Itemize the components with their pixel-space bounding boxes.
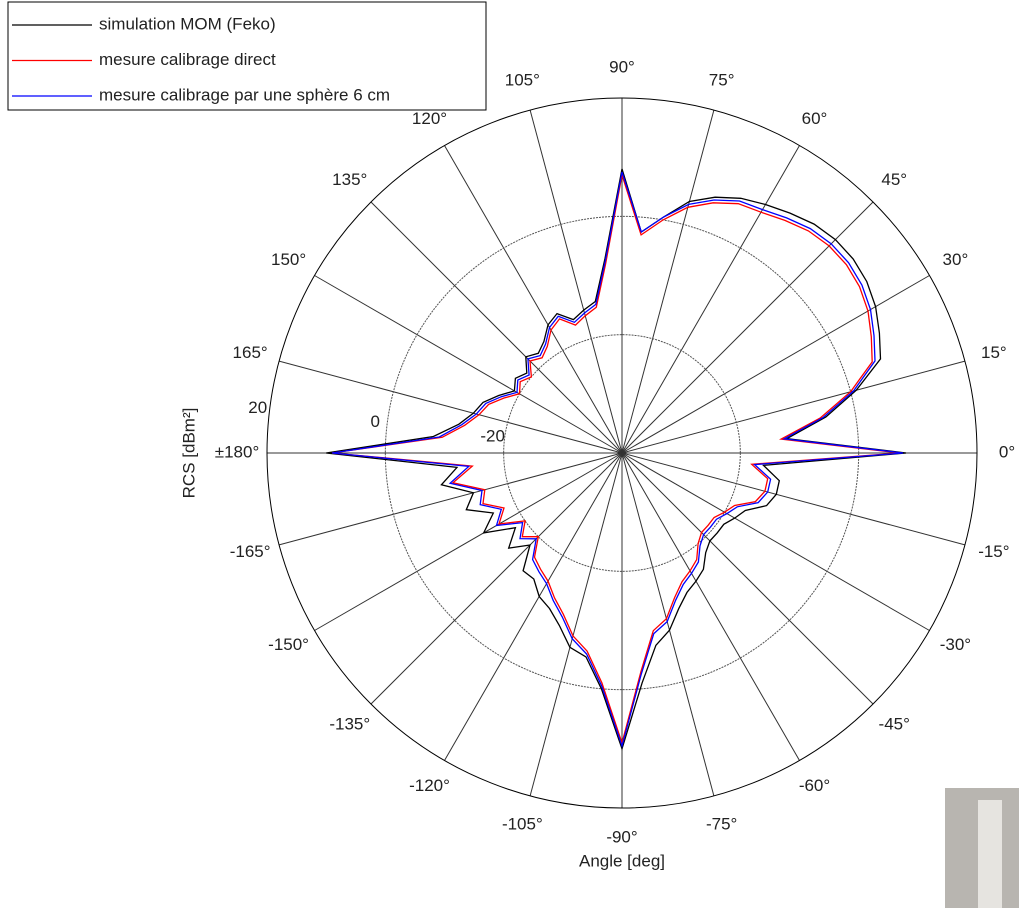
spoke [370,452,623,705]
spoke [314,275,623,454]
spoke [444,145,623,454]
spoke [621,452,874,705]
angle-label: -150° [268,635,309,654]
x-axis-label: Angle [deg] [579,851,665,870]
angle-label: 165° [233,343,268,362]
ring [266,97,978,809]
angle-label: -135° [329,715,370,734]
spoke [621,452,966,546]
spoke [370,201,623,454]
ring [384,215,860,691]
spoke [621,109,715,454]
angle-label: -120° [409,776,450,795]
angle-label: 120° [412,109,447,128]
spoke [621,452,715,797]
spoke [621,360,966,454]
plot-area [326,168,907,751]
spoke [621,452,930,631]
angle-label: -15° [978,542,1009,561]
angle-label: 60° [802,109,828,128]
angle-label: 45° [881,170,907,189]
angle-label: 75° [709,71,735,90]
spoke [529,452,623,797]
angle-label: 135° [332,170,367,189]
spoke [621,145,800,454]
angle-label: 0° [999,442,1015,461]
spoke [314,452,623,631]
legend-label: mesure calibrage par une sphère 6 cm [99,85,390,104]
angle-label: 105° [505,71,540,90]
angle-label: -75° [706,814,737,833]
spoke [621,275,930,454]
ring [503,334,741,572]
angle-label: 30° [943,250,969,269]
angle-label: -30° [940,635,971,654]
angle-label: ±180° [215,442,260,461]
angle-label: -90° [606,827,637,846]
legend-label: mesure calibrage direct [99,50,276,69]
angle-label: -105° [502,814,543,833]
r-tick-label: 20 [248,398,267,417]
r-tick-label: -20 [480,427,505,446]
photo-detail [978,800,1002,908]
spoke [529,109,623,454]
spoke [278,452,623,546]
angle-label: 150° [271,250,306,269]
spoke [278,360,623,454]
spoke [444,452,623,761]
legend-label: simulation MOM (Feko) [99,14,276,33]
series-line [326,168,907,751]
r-tick-label: 0 [370,412,379,431]
angle-label: -45° [879,715,910,734]
angle-label: 15° [981,343,1007,362]
angle-label: -60° [799,776,830,795]
angle-label: 90° [609,57,635,76]
angle-label: -165° [230,542,271,561]
legend: simulation MOM (Feko) mesure calibrage di… [7,1,487,111]
spoke [621,452,800,761]
grid: 0° 15° 30° 45° 60° 75° 90° 105° 120° 135° 150° 165°… [215,57,1015,846]
legend-box [7,1,487,111]
series-line [332,171,904,749]
y-axis-label: RCS [dBm²] [179,408,198,499]
